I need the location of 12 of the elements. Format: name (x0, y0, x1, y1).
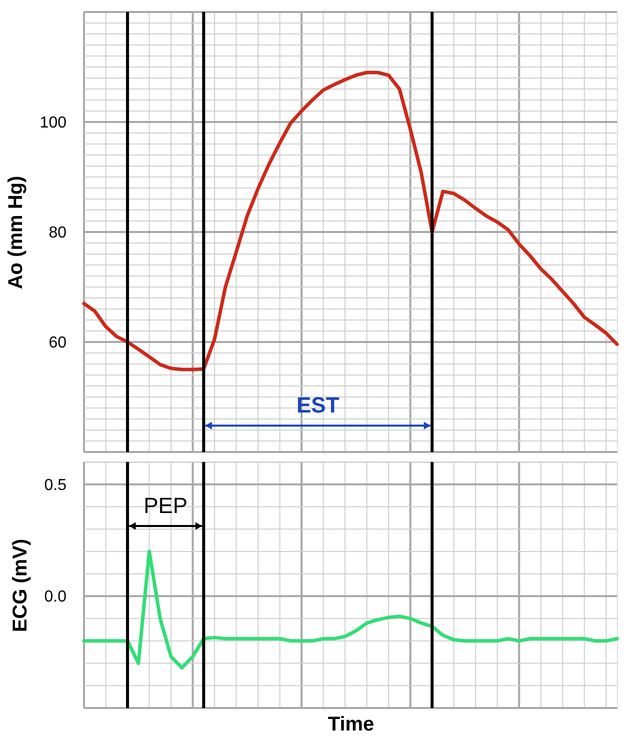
y-axis-title: ECG (mV) (9, 538, 32, 632)
annotation: EST (296, 392, 340, 418)
y-tick-label: 80 (48, 224, 67, 242)
y-tick-label: 0.5 (44, 476, 67, 494)
x-axis-title: Time (328, 714, 374, 736)
y-tick-label: 100 (40, 114, 67, 132)
y-axis-title: Ao (mm Hg) (4, 176, 27, 290)
line-series (82, 550, 619, 670)
y-tick-label: 60 (48, 334, 67, 352)
line-series (82, 70, 619, 372)
annotation: PEP (144, 492, 188, 518)
y-tick-label: 0.0 (44, 588, 67, 606)
